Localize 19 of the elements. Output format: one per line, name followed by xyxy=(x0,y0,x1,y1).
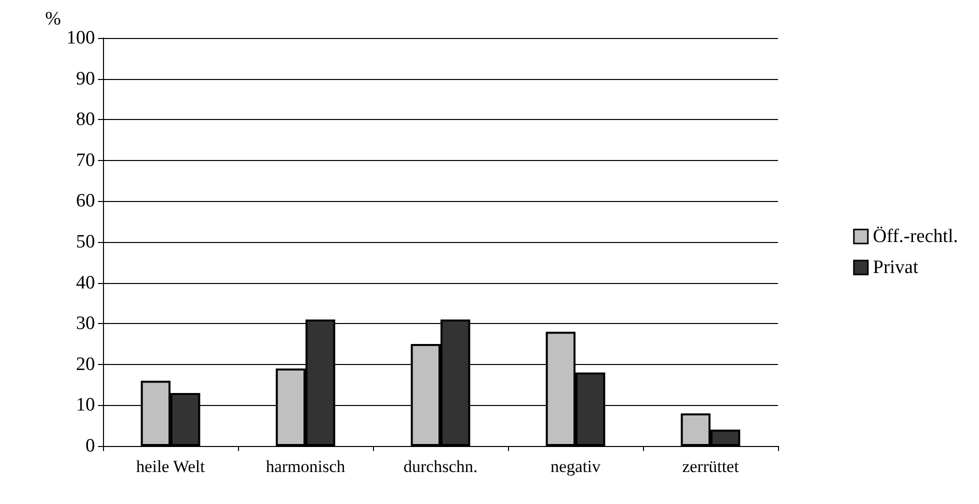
y-tick-label: 20 xyxy=(76,354,95,375)
x-tick-label: durchschn. xyxy=(403,457,478,476)
y-tick-label: 40 xyxy=(76,272,95,294)
y-tick-label: 80 xyxy=(76,109,95,130)
y-tick-label: 90 xyxy=(76,68,95,90)
x-tick-label: negativ xyxy=(550,457,602,476)
y-tick-label: 50 xyxy=(76,232,95,252)
y-tick-label: 0 xyxy=(86,436,95,456)
y-tick-label: 70 xyxy=(76,150,95,171)
x-tick-label: heile Welt xyxy=(136,457,206,476)
x-tick-label: zerrüttet xyxy=(682,457,740,476)
y-tick-label: 60 xyxy=(76,190,95,212)
y-tick-label: 100 xyxy=(66,28,95,48)
y-axis-title: % xyxy=(45,8,62,30)
y-tick-label: 10 xyxy=(76,394,95,416)
y-tick-label: 30 xyxy=(76,313,95,334)
legend-label: Privat xyxy=(872,257,919,278)
x-tick-label: harmonisch xyxy=(266,457,346,476)
legend-label: Öff.-rechtl. xyxy=(872,226,958,247)
